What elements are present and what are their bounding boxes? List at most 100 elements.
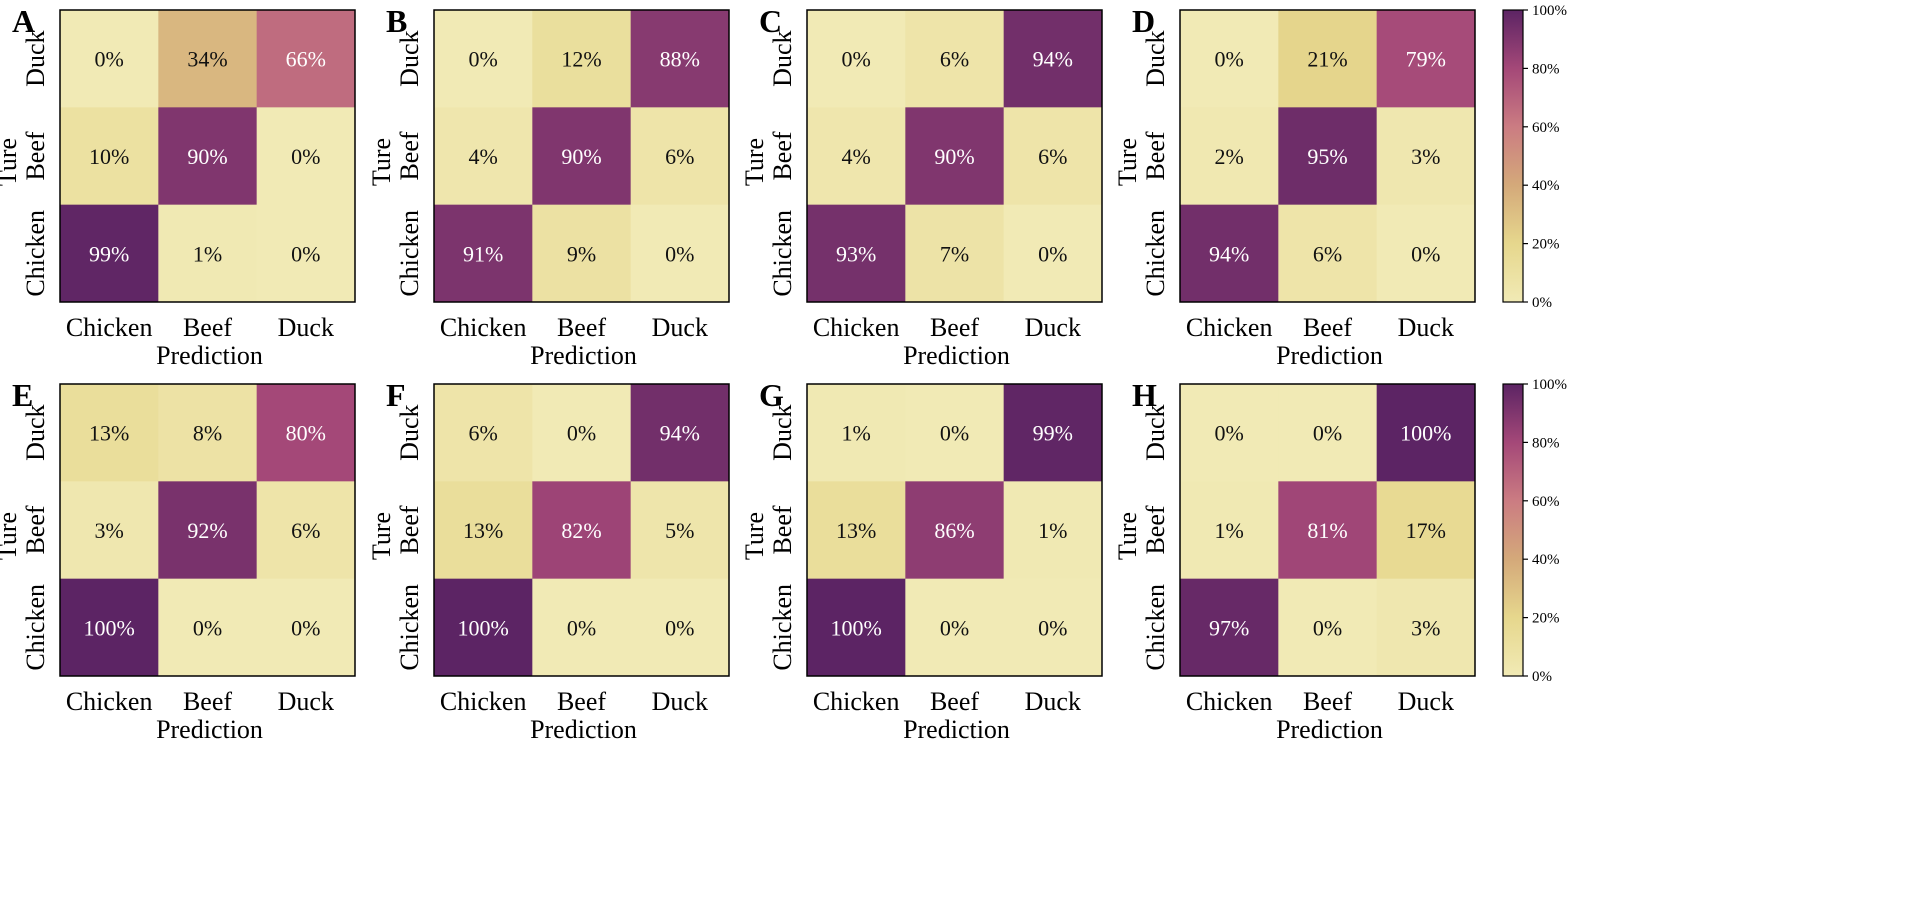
y-tick-label: Duck [768, 31, 797, 87]
panel-g: 1% 0% 99% 13% 86% 1% 100% 0% 0% Chicken Beef Duck Pr… [740, 377, 1103, 744]
x-tick-label: Chicken [1186, 687, 1273, 716]
x-tick-label: Duck [652, 313, 708, 342]
cell-chicken-duck [1003, 204, 1103, 303]
x-tick-label: Beef [930, 687, 979, 716]
cell-duck-chicken [1180, 10, 1279, 108]
y-tick-label: Chicken [21, 584, 50, 671]
cell-value-label: 0% [1215, 47, 1244, 72]
cell-beef-duck [630, 107, 730, 206]
cell-value-label: 90% [561, 144, 601, 169]
panel-e: 13% 8% 80% 3% 92% 6% 100% 0% 0% Chicken Beef Duck Pr… [0, 377, 356, 744]
cell-duck-beef [905, 384, 1005, 482]
cell-duck-duck [1376, 10, 1476, 108]
y-axis-label: Ture [0, 138, 22, 186]
cell-beef-chicken [807, 107, 906, 206]
panel-b: 0% 12% 88% 4% 90% 6% 91% 9% 0% Chicken Beef Duck Pre… [367, 3, 730, 370]
cell-chicken-duck [630, 578, 730, 677]
cell-chicken-beef [1278, 204, 1378, 303]
panel-letter: F [386, 377, 406, 413]
cell-duck-duck [256, 384, 356, 482]
x-tick-label: Duck [278, 313, 334, 342]
cell-beef-chicken [1180, 107, 1279, 206]
cell-duck-beef [532, 10, 632, 108]
cell-duck-duck [256, 10, 356, 108]
y-tick-label: Duck [395, 405, 424, 461]
cell-duck-beef [158, 384, 258, 482]
cell-duck-chicken [60, 10, 159, 108]
cell-chicken-chicken [807, 578, 906, 677]
cell-value-label: 94% [660, 421, 700, 446]
plot-frame [806, 9, 1103, 303]
y-tick-label: Duck [768, 405, 797, 461]
cell-beef-chicken [434, 107, 533, 206]
colorbar-2: 0% 20% 40% 60% 80% 100% [1502, 377, 1567, 685]
colorbar-tick-label: 40% [1532, 552, 1560, 568]
cell-duck-chicken [807, 384, 906, 482]
cell-duck-chicken [1180, 384, 1279, 482]
x-axis-label: Prediction [1276, 341, 1383, 370]
cell-beef-beef [532, 107, 632, 206]
panel-letter: E [12, 377, 33, 413]
cell-value-label: 100% [458, 615, 509, 640]
y-tick-label: Duck [21, 31, 50, 87]
panel-d: 0% 21% 79% 2% 95% 3% 94% 6% 0% Chicken Beef Duck Pre… [1113, 3, 1476, 370]
x-tick-label: Chicken [440, 313, 527, 342]
panel-letter: C [759, 3, 782, 39]
cell-chicken-chicken [60, 578, 159, 677]
y-tick-label: Chicken [21, 210, 50, 297]
cell-value-label: 82% [561, 518, 601, 543]
cell-duck-beef [905, 10, 1005, 108]
cell-value-label: 13% [463, 518, 503, 543]
y-tick-label: Duck [1141, 31, 1170, 87]
x-tick-label: Chicken [1186, 313, 1273, 342]
cell-value-label: 1% [1038, 518, 1067, 543]
colorbar-tick-label: 100% [1532, 377, 1567, 393]
x-axis-label: Prediction [1276, 715, 1383, 744]
x-tick-label: Duck [1398, 313, 1454, 342]
cell-beef-chicken [807, 481, 906, 580]
panel-c: 0% 6% 94% 4% 90% 6% 93% 7% 0% Chicken Beef Duck Pred… [740, 3, 1103, 370]
cell-value-label: 95% [1307, 144, 1347, 169]
cell-value-label: 21% [1307, 47, 1347, 72]
cell-value-label: 0% [567, 615, 596, 640]
cell-chicken-chicken [1180, 204, 1279, 303]
cell-value-label: 94% [1209, 241, 1249, 266]
cell-duck-chicken [434, 10, 533, 108]
plot-frame [59, 383, 356, 677]
cell-value-label: 100% [84, 615, 135, 640]
plot-frame [433, 9, 730, 303]
y-tick-label: Beef [768, 131, 797, 180]
x-tick-label: Beef [1303, 687, 1352, 716]
cell-beef-beef [905, 107, 1005, 206]
x-tick-label: Beef [183, 687, 232, 716]
cell-value-label: 1% [1215, 518, 1244, 543]
cell-value-label: 0% [1038, 615, 1067, 640]
colorbar-tick-label: 0% [1532, 669, 1552, 685]
cell-value-label: 1% [842, 421, 871, 446]
y-tick-label: Chicken [395, 210, 424, 297]
cell-value-label: 99% [89, 241, 129, 266]
cell-value-label: 34% [187, 47, 227, 72]
panel-f: 6% 0% 94% 13% 82% 5% 100% 0% 0% Chicken Beef Duck Pr… [367, 377, 730, 744]
cell-beef-beef [532, 481, 632, 580]
y-axis-label: Ture [1113, 512, 1142, 560]
x-tick-label: Duck [278, 687, 334, 716]
cell-beef-duck [1003, 107, 1103, 206]
panel-letter: H [1132, 377, 1157, 413]
cell-value-label: 6% [1038, 144, 1067, 169]
cell-chicken-duck [1376, 204, 1476, 303]
y-tick-label: Chicken [395, 584, 424, 671]
cell-chicken-duck [256, 578, 356, 677]
cell-value-label: 0% [1313, 615, 1342, 640]
cell-beef-beef [158, 107, 258, 206]
y-axis-label: Ture [367, 512, 396, 560]
cell-duck-duck [630, 10, 730, 108]
cell-value-label: 13% [89, 421, 129, 446]
cell-value-label: 0% [1313, 421, 1342, 446]
cell-chicken-duck [630, 204, 730, 303]
cell-chicken-chicken [807, 204, 906, 303]
cell-value-label: 3% [1411, 144, 1440, 169]
cell-beef-duck [256, 481, 356, 580]
cell-duck-chicken [434, 384, 533, 482]
